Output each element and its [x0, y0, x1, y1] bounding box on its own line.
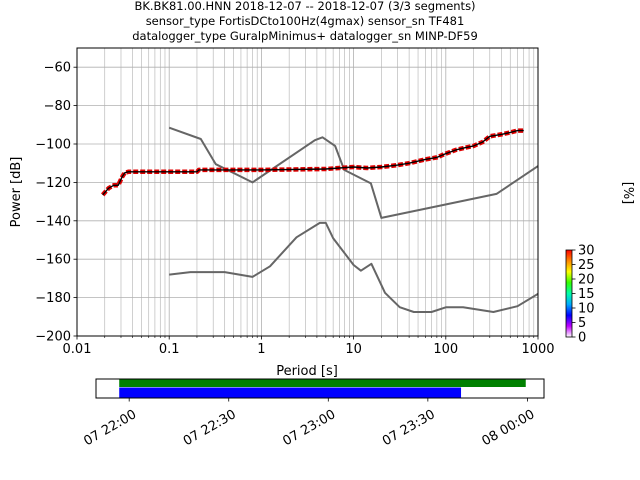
colorbar-tick-label: 10: [578, 302, 595, 317]
y-tick-label: −100: [35, 138, 71, 153]
colorbar-tick-label: 0: [578, 331, 586, 346]
coverage-tick-label: 08 00:00: [480, 407, 538, 449]
y-axis-ticks: −60 −80 −100 −120 −140 −160 −180 −200: [35, 61, 77, 345]
colorbar-tick-label: 15: [578, 287, 595, 302]
colorbar-tick-label: 5: [578, 316, 586, 331]
y-tick-label: −180: [35, 291, 71, 306]
y-tick-label: −140: [35, 214, 71, 229]
x-tick-label: 1000: [521, 342, 554, 357]
coverage-tick-label: 07 22:30: [181, 407, 239, 449]
x-axis-ticks: 0.01 0.1 1 10 100 1000: [63, 336, 555, 357]
series-layer: [101, 126, 538, 313]
x-tick-label: 0.1: [159, 342, 180, 357]
mode-line: [102, 129, 524, 196]
chart-title-line-2: sensor_type FortisDCto100Hz(4gmax) senso…: [146, 14, 465, 28]
coverage-time-ticks: 07 22:00 07 22:30 07 23:00 07 23:30 08 00:00: [81, 398, 537, 449]
colorbar-tick-label: 25: [578, 258, 595, 273]
y-tick-label: −200: [35, 330, 71, 345]
x-tick-label: 0.01: [63, 342, 92, 357]
x-tick-label: 100: [433, 342, 458, 357]
data-coverage-timeline: 07 22:00 07 22:30 07 23:00 07 23:30 08 00:00: [81, 378, 545, 449]
coverage-bars: [119, 379, 526, 398]
y-tick-label: −80: [44, 99, 71, 114]
coverage-bar-bottom: [119, 387, 462, 398]
chart-title-line-1: BK.BK81.00.HNN 2018-12-07 -- 2018-12-07 …: [134, 0, 475, 13]
x-tick-label: 10: [345, 342, 362, 357]
colorbar-tick-label: 20: [578, 273, 595, 288]
y-tick-label: −120: [35, 176, 71, 191]
x-tick-label: 1: [257, 342, 265, 357]
x-axis-label: Period [s]: [276, 364, 338, 379]
new-low-noise-model-line: [169, 221, 538, 313]
y-axis-label: Power [dB]: [9, 157, 24, 228]
colorbar-gradient: [565, 249, 573, 338]
coverage-tick-label: 07 23:30: [380, 407, 438, 449]
colorbar-tick-label: 30: [578, 244, 595, 259]
coverage-bar-top: [119, 379, 526, 387]
y-tick-label: −160: [35, 253, 71, 268]
coverage-tick-label: 07 23:00: [280, 407, 338, 449]
plot-frame: [76, 47, 539, 337]
psd-plot-area: 0.01 0.1 1 10 100 1000 −60 −80 −100 −120 −140 −160…: [35, 47, 555, 357]
y-tick-label: −60: [44, 61, 71, 76]
coverage-tick-label: 07 22:00: [81, 407, 139, 449]
chart-title-line-3: datalogger_type GuralpMinimus+ datalogge…: [132, 29, 478, 43]
new-high-noise-model-line: [168, 126, 538, 219]
grid-lines: [76, 48, 538, 337]
colorbar-label: [%]: [620, 182, 635, 205]
